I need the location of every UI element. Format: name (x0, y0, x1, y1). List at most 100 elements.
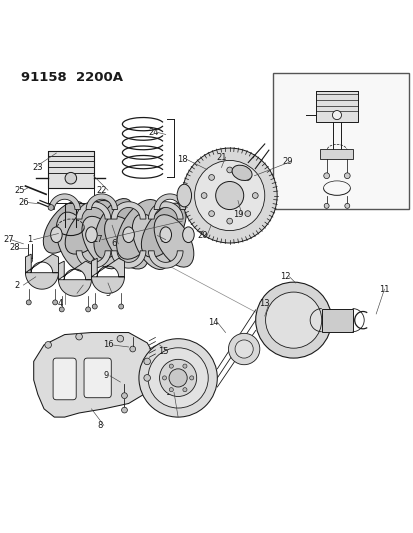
Circle shape (265, 292, 321, 348)
Polygon shape (49, 194, 80, 209)
Circle shape (139, 338, 217, 417)
Circle shape (52, 300, 57, 305)
Text: 29: 29 (282, 157, 292, 166)
Circle shape (189, 376, 193, 380)
Circle shape (332, 110, 341, 119)
Text: 14: 14 (207, 318, 218, 327)
Text: 13: 13 (259, 299, 269, 308)
Circle shape (92, 304, 97, 309)
Polygon shape (76, 251, 111, 268)
Circle shape (244, 211, 250, 216)
Text: 7: 7 (159, 235, 164, 244)
Text: 10: 10 (164, 388, 175, 397)
Ellipse shape (123, 227, 134, 243)
Bar (48, 151, 93, 188)
Bar (321, 309, 352, 332)
Polygon shape (148, 251, 183, 268)
Text: 26: 26 (18, 198, 28, 207)
Circle shape (344, 204, 349, 208)
Circle shape (76, 333, 82, 340)
Polygon shape (154, 194, 185, 209)
Circle shape (344, 173, 349, 179)
Circle shape (228, 333, 259, 365)
Circle shape (169, 364, 173, 368)
Circle shape (85, 307, 90, 312)
Text: 5: 5 (105, 289, 110, 298)
Circle shape (183, 387, 187, 392)
Circle shape (59, 307, 64, 312)
Ellipse shape (94, 199, 134, 259)
Text: 15: 15 (158, 346, 169, 356)
Ellipse shape (159, 227, 171, 243)
Circle shape (147, 348, 208, 408)
Polygon shape (91, 259, 124, 293)
Text: 91158  2200A: 91158 2200A (21, 70, 123, 84)
Ellipse shape (154, 215, 193, 267)
Polygon shape (86, 194, 117, 209)
Bar (272, 72, 408, 209)
Circle shape (208, 174, 214, 180)
Polygon shape (111, 251, 145, 268)
Text: 24: 24 (148, 128, 158, 137)
Text: 19: 19 (232, 211, 242, 220)
Text: 8: 8 (97, 421, 102, 430)
Polygon shape (148, 201, 183, 219)
Circle shape (194, 160, 264, 231)
Ellipse shape (232, 165, 252, 181)
Text: 2: 2 (14, 280, 20, 289)
Ellipse shape (177, 184, 191, 207)
Circle shape (144, 358, 150, 365)
Circle shape (255, 282, 331, 358)
Circle shape (159, 359, 196, 397)
Circle shape (119, 304, 123, 309)
Circle shape (27, 270, 31, 274)
Polygon shape (58, 261, 91, 296)
Text: 9: 9 (103, 372, 108, 381)
Circle shape (121, 393, 127, 399)
Ellipse shape (50, 227, 62, 243)
Circle shape (117, 335, 123, 342)
Polygon shape (76, 201, 111, 219)
Circle shape (26, 300, 31, 305)
Circle shape (182, 148, 276, 243)
Circle shape (208, 211, 214, 216)
Text: 18: 18 (176, 155, 187, 164)
Text: 22: 22 (96, 185, 107, 195)
Circle shape (144, 375, 150, 381)
Circle shape (48, 205, 54, 211)
Circle shape (201, 192, 206, 198)
Circle shape (169, 387, 173, 392)
Circle shape (323, 173, 329, 179)
Text: 27: 27 (4, 235, 14, 244)
Circle shape (226, 167, 232, 173)
Circle shape (26, 257, 32, 263)
Bar (320, 149, 353, 159)
Text: 25: 25 (14, 185, 24, 195)
FancyBboxPatch shape (84, 358, 111, 398)
Text: 28: 28 (10, 244, 20, 253)
Text: 16: 16 (102, 341, 113, 350)
Ellipse shape (141, 203, 185, 257)
Text: 21: 21 (216, 152, 226, 161)
Ellipse shape (65, 200, 114, 254)
Text: 1: 1 (27, 235, 32, 244)
Ellipse shape (82, 216, 121, 269)
Text: 17: 17 (92, 235, 103, 244)
Circle shape (226, 218, 232, 224)
FancyBboxPatch shape (53, 358, 76, 400)
Text: 4: 4 (58, 299, 63, 308)
Ellipse shape (43, 201, 86, 253)
Ellipse shape (116, 199, 161, 259)
Polygon shape (111, 201, 145, 219)
Ellipse shape (132, 214, 170, 270)
Text: 11: 11 (378, 285, 389, 294)
Circle shape (235, 340, 253, 358)
Text: 23: 23 (33, 163, 43, 172)
Circle shape (215, 182, 243, 209)
Polygon shape (33, 333, 155, 417)
Text: 3: 3 (70, 289, 76, 298)
Circle shape (65, 172, 76, 184)
Circle shape (323, 204, 328, 208)
Circle shape (169, 369, 187, 387)
Circle shape (162, 376, 166, 380)
